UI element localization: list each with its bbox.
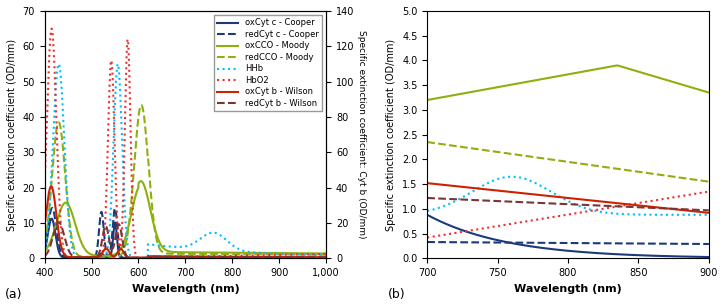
Line: redCyt b - Wilson: redCyt b - Wilson (45, 222, 326, 258)
HbO2 (322, 252, 331, 256)
redCyt b - Wilson (54, 220, 63, 224)
Y-axis label: Specific extinction coefficient: Cyt b (OD/mm): Specific extinction coefficient: Cyt b (… (357, 30, 365, 239)
redCyt c - Cooper (136, 256, 144, 260)
redCyt b - Wilson (144, 256, 152, 260)
redCCO - Moody (163, 252, 172, 256)
HbO2 (163, 255, 172, 259)
HHb (54, 62, 63, 66)
oxCyt c - Cooper (88, 256, 96, 259)
oxCCO - Moody (188, 251, 197, 254)
HHb (188, 242, 197, 245)
HHb (88, 256, 96, 260)
Line: oxCyt c - Cooper: oxCyt c - Cooper (45, 219, 326, 258)
HbO2 (41, 182, 49, 186)
redCCO - Moody (88, 255, 96, 259)
redCyt c - Cooper (88, 256, 96, 259)
oxCyt b - Wilson (194, 255, 203, 259)
redCyt c - Cooper (322, 256, 331, 260)
X-axis label: Wavelength (nm): Wavelength (nm) (131, 284, 239, 294)
HHb (194, 238, 203, 241)
oxCyt c - Cooper (322, 256, 331, 260)
redCCO - Moody (136, 107, 144, 110)
HHb (88, 256, 97, 260)
HHb (163, 244, 172, 248)
Text: (b): (b) (388, 288, 405, 301)
HbO2 (136, 256, 144, 260)
redCCO - Moody (194, 252, 203, 256)
oxCyt c - Cooper (47, 217, 56, 221)
oxCCO - Moody (41, 249, 49, 253)
Line: HbO2: HbO2 (45, 29, 326, 258)
Line: oxCyt b - Wilson: oxCyt b - Wilson (45, 186, 326, 258)
redCyt c - Cooper (194, 256, 203, 260)
oxCCO - Moody (78, 242, 86, 246)
redCyt c - Cooper (78, 256, 86, 259)
oxCCO - Moody (163, 249, 172, 252)
redCyt b - Wilson (41, 254, 49, 258)
oxCCO - Moody (322, 252, 331, 255)
oxCCO - Moody (194, 251, 203, 254)
redCyt b - Wilson (136, 256, 144, 260)
oxCyt b - Wilson (78, 256, 86, 259)
redCCO - Moody (41, 241, 49, 245)
oxCyt b - Wilson (88, 256, 96, 259)
redCyt b - Wilson (88, 256, 96, 259)
oxCyt b - Wilson (47, 185, 56, 188)
oxCyt c - Cooper (188, 256, 197, 260)
redCyt c - Cooper (41, 245, 49, 249)
Y-axis label: Specific extinction coefficient (OD/mm): Specific extinction coefficient (OD/mm) (7, 39, 17, 231)
oxCyt c - Cooper (136, 256, 144, 260)
HHb (136, 256, 144, 260)
redCyt b - Wilson (78, 256, 86, 259)
redCyt b - Wilson (194, 255, 203, 259)
X-axis label: Wavelength (nm): Wavelength (nm) (514, 284, 622, 294)
Line: HHb: HHb (45, 64, 326, 258)
redCyt c - Cooper (188, 256, 197, 260)
HbO2 (88, 256, 97, 260)
redCyt c - Cooper (162, 256, 171, 260)
HHb (41, 248, 49, 252)
HHb (322, 253, 331, 257)
HbO2 (188, 255, 197, 258)
redCCO - Moody (106, 255, 115, 259)
oxCCO - Moody (136, 180, 144, 183)
oxCCO - Moody (88, 253, 96, 257)
Line: redCyt c - Cooper: redCyt c - Cooper (45, 208, 326, 258)
Legend: oxCyt c - Cooper, redCyt c - Cooper, oxCCO - Moody, redCCO - Moody, HHb, HbO2, o: oxCyt c - Cooper, redCyt c - Cooper, oxC… (214, 15, 322, 111)
Text: (a): (a) (5, 288, 22, 301)
HbO2 (78, 256, 86, 260)
oxCyt b - Wilson (188, 255, 197, 258)
redCCO - Moody (78, 255, 86, 258)
oxCyt b - Wilson (322, 256, 331, 259)
HbO2 (47, 27, 56, 31)
oxCyt b - Wilson (41, 224, 49, 227)
oxCCO - Moody (136, 179, 145, 183)
oxCyt b - Wilson (163, 255, 172, 258)
HbO2 (194, 255, 203, 258)
redCCO - Moody (322, 253, 331, 256)
HHb (78, 256, 86, 260)
Y-axis label: Specific extinction coefficient (OD/mm): Specific extinction coefficient (OD/mm) (386, 39, 397, 231)
oxCyt b - Wilson (136, 256, 144, 259)
Line: redCCO - Moody: redCCO - Moody (45, 105, 326, 257)
oxCyt b - Wilson (144, 256, 152, 259)
redCyt b - Wilson (322, 256, 331, 259)
oxCCO - Moody (99, 254, 108, 258)
Line: oxCCO - Moody: oxCCO - Moody (45, 181, 326, 256)
redCCO - Moody (137, 103, 146, 107)
redCyt b - Wilson (188, 255, 197, 259)
oxCyt c - Cooper (78, 256, 86, 259)
oxCyt c - Cooper (194, 256, 203, 260)
redCyt b - Wilson (163, 255, 172, 259)
redCyt c - Cooper (48, 206, 57, 210)
oxCyt c - Cooper (162, 256, 171, 260)
redCCO - Moody (188, 252, 197, 256)
HbO2 (83, 256, 91, 260)
oxCyt c - Cooper (41, 249, 49, 253)
